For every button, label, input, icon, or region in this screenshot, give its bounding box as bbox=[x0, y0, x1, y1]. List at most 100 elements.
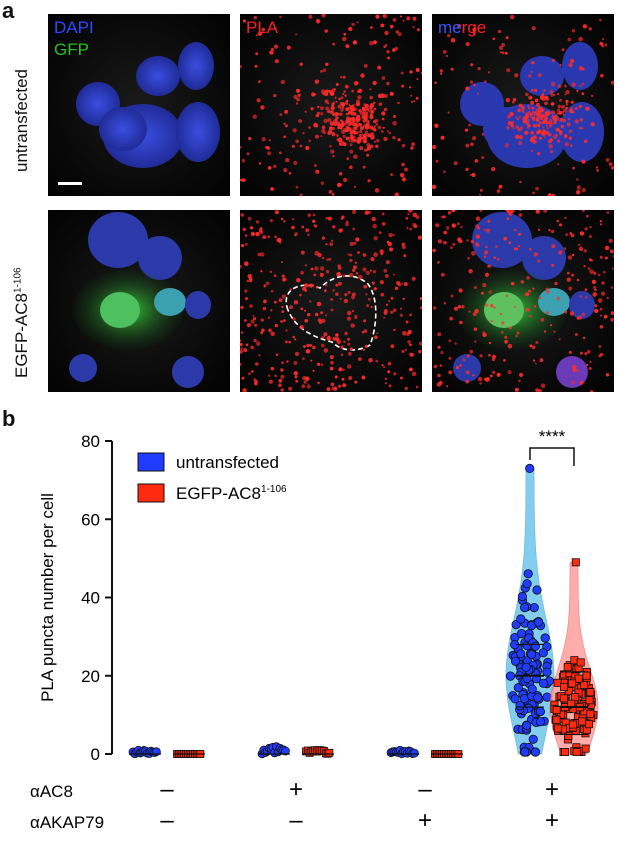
pla-punctum bbox=[386, 130, 389, 133]
pla-punctum bbox=[410, 94, 413, 97]
pla-punctum bbox=[415, 68, 420, 72]
pla-punctum bbox=[555, 134, 558, 137]
pla-punctum bbox=[492, 37, 496, 41]
pla-punctum bbox=[329, 366, 334, 371]
pla-punctum bbox=[557, 163, 560, 166]
pla-punctum bbox=[450, 38, 456, 43]
pla-punctum bbox=[321, 125, 326, 130]
pla-punctum bbox=[295, 139, 300, 144]
pla-punctum bbox=[579, 380, 584, 385]
pla-punctum bbox=[393, 372, 397, 376]
pla-punctum bbox=[240, 305, 244, 310]
pla-punctum bbox=[299, 62, 303, 66]
pla-punctum bbox=[361, 375, 366, 380]
data-point bbox=[564, 731, 573, 740]
pla-punctum bbox=[499, 51, 502, 54]
pla-punctum bbox=[519, 127, 523, 131]
y-tick-label: 80 bbox=[81, 432, 100, 451]
pla-punctum bbox=[526, 308, 530, 312]
pla-punctum bbox=[451, 223, 456, 228]
pla-punctum bbox=[335, 116, 339, 120]
row-label-untransfected: untransfected bbox=[12, 68, 31, 172]
pla-punctum bbox=[564, 216, 567, 220]
pla-punctum bbox=[581, 210, 585, 212]
pla-punctum bbox=[578, 36, 583, 42]
pla-punctum bbox=[475, 242, 480, 247]
pla-punctum bbox=[281, 294, 286, 299]
pla-punctum bbox=[317, 381, 320, 385]
pla-punctum bbox=[268, 379, 273, 384]
pla-punctum bbox=[269, 51, 272, 54]
pla-punctum bbox=[600, 352, 604, 357]
pla-punctum bbox=[270, 47, 275, 52]
pla-punctum bbox=[274, 59, 279, 64]
pla-punctum bbox=[256, 98, 261, 103]
pla-punctum bbox=[542, 126, 545, 129]
pla-punctum bbox=[588, 367, 592, 370]
pla-punctum bbox=[349, 165, 353, 170]
pla-punctum bbox=[376, 138, 380, 143]
pla-punctum bbox=[370, 26, 373, 29]
pla-punctum bbox=[334, 112, 338, 116]
pla-punctum bbox=[381, 117, 385, 121]
pla-punctum bbox=[535, 341, 539, 344]
pla-punctum bbox=[283, 135, 286, 139]
pla-punctum bbox=[370, 269, 372, 272]
pla-punctum bbox=[378, 102, 383, 106]
pla-punctum bbox=[538, 389, 542, 392]
pla-punctum bbox=[390, 310, 394, 314]
pla-punctum bbox=[385, 260, 390, 265]
pla-punctum bbox=[437, 332, 442, 337]
pla-punctum bbox=[285, 340, 288, 344]
pla-punctum bbox=[308, 126, 311, 129]
pla-punctum bbox=[352, 210, 356, 214]
pla-punctum bbox=[304, 319, 308, 323]
pla-punctum bbox=[375, 144, 379, 148]
pla-punctum bbox=[443, 302, 446, 305]
pla-punctum bbox=[348, 375, 353, 381]
pla-punctum bbox=[358, 109, 362, 113]
pla-punctum bbox=[401, 242, 405, 246]
condition-row-label-ac8: αAC8 bbox=[30, 782, 73, 801]
violin-chart: 0 20 40 60 80 PLA puncta number per cell untra… bbox=[30, 427, 599, 834]
pla-punctum bbox=[488, 264, 492, 268]
pla-punctum bbox=[317, 105, 320, 109]
pla-punctum bbox=[576, 178, 579, 181]
pla-punctum bbox=[293, 160, 298, 166]
pla-punctum bbox=[320, 112, 324, 116]
pla-punctum bbox=[369, 88, 372, 91]
pla-punctum bbox=[244, 289, 248, 293]
pla-punctum bbox=[337, 281, 342, 286]
pla-punctum bbox=[397, 138, 401, 142]
pla-punctum bbox=[355, 272, 359, 275]
pla-punctum bbox=[599, 220, 602, 223]
pla-punctum bbox=[569, 311, 575, 316]
micro-pla-untransfected: PLA bbox=[240, 14, 422, 196]
pla-punctum bbox=[386, 81, 390, 86]
pla-punctum bbox=[350, 111, 354, 115]
pla-punctum bbox=[336, 134, 339, 137]
pla-punctum bbox=[267, 316, 270, 319]
pla-punctum bbox=[392, 18, 397, 22]
pla-punctum bbox=[525, 92, 529, 97]
pla-punctum bbox=[496, 372, 501, 377]
pla-punctum bbox=[380, 23, 385, 28]
pla-punctum bbox=[535, 117, 540, 122]
pla-punctum bbox=[506, 126, 510, 130]
pla-punctum bbox=[446, 385, 449, 388]
pla-punctum bbox=[541, 93, 545, 96]
pla-punctum bbox=[303, 380, 307, 384]
pla-punctum bbox=[563, 108, 567, 113]
pla-punctum bbox=[284, 124, 288, 128]
pla-punctum bbox=[457, 222, 460, 226]
pla-punctum bbox=[564, 142, 569, 147]
pla-punctum bbox=[556, 112, 559, 115]
data-point bbox=[528, 734, 538, 744]
pla-punctum bbox=[536, 116, 539, 119]
pla-punctum bbox=[556, 108, 561, 113]
pla-punctum bbox=[520, 280, 524, 284]
pla-puncta-image bbox=[240, 14, 422, 196]
pla-punctum bbox=[537, 73, 542, 78]
pla-punctum bbox=[409, 70, 413, 74]
data-point bbox=[563, 663, 572, 672]
